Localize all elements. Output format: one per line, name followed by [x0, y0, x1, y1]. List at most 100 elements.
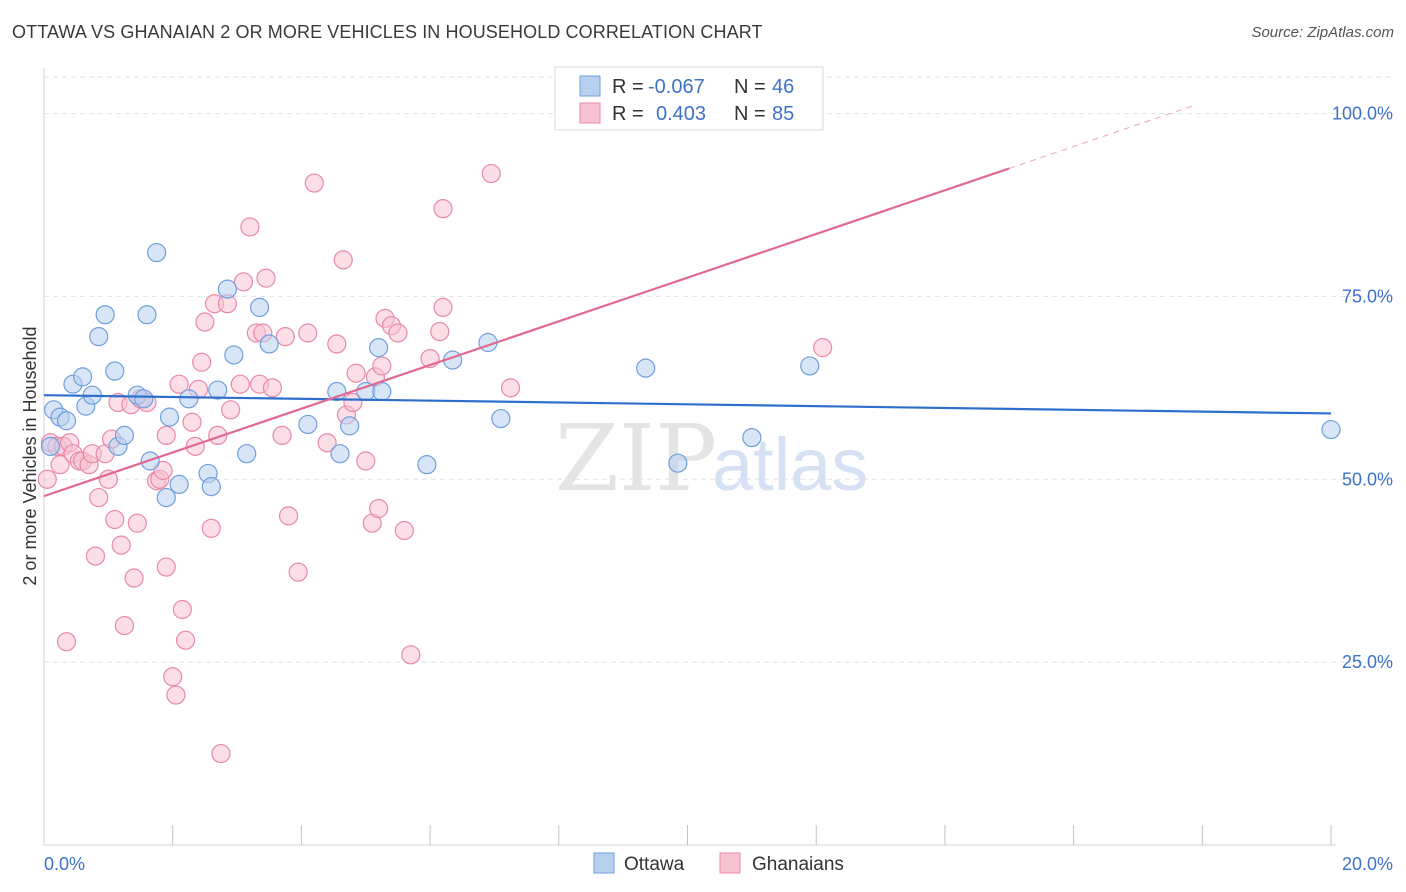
- bottom-legend-label-ghanaians: Ghanaians: [752, 854, 844, 875]
- point-ghanaians-28: [153, 460, 173, 481]
- legend-r-value-ghanaians: 0.403: [656, 103, 706, 125]
- point-ghanaians-56: [275, 327, 295, 347]
- point-ottawa-24: [208, 380, 228, 400]
- point-ghanaians-34: [172, 599, 192, 620]
- point-ghanaians-61: [317, 433, 337, 453]
- point-ghanaians-41: [201, 518, 221, 538]
- trend-line-ghanaians: [43, 167, 1010, 498]
- point-ghanaians-81: [481, 163, 501, 184]
- legend-swatch-ottawa: [579, 75, 601, 97]
- point-ghanaians-39: [192, 352, 212, 372]
- point-ghanaians-65: [343, 392, 363, 413]
- series-ottawa-points: [40, 242, 1341, 508]
- legend-n-value-ghanaians: 85: [772, 103, 794, 125]
- point-ottawa-0: [40, 436, 61, 456]
- point-ghanaians-43: [208, 425, 228, 445]
- legend-r-label-ottawa: R =: [612, 76, 644, 98]
- point-ottawa-10: [105, 361, 125, 381]
- point-ottawa-20: [169, 474, 189, 495]
- point-ottawa-26: [224, 345, 244, 365]
- point-ghanaians-70: [369, 498, 389, 519]
- point-ghanaians-55: [272, 425, 292, 445]
- legend-n-label-ottawa: N =: [734, 76, 766, 98]
- point-ghanaians-22: [124, 568, 144, 588]
- point-ottawa-30: [298, 414, 318, 435]
- point-ghanaians-20: [114, 615, 135, 636]
- x-tick-label-max: 20.0%: [1342, 854, 1393, 874]
- point-ottawa-27: [237, 444, 257, 464]
- point-ottawa-36: [372, 381, 392, 402]
- point-ghanaians-23: [127, 513, 147, 533]
- point-ghanaians-31: [163, 667, 183, 687]
- point-ghanaians-30: [156, 425, 176, 445]
- point-ghanaians-80: [433, 297, 453, 317]
- x-ticks: [172, 825, 1332, 845]
- point-ottawa-21: [179, 389, 199, 409]
- point-ghanaians-44: [211, 743, 231, 764]
- point-ghanaians-29: [156, 557, 176, 577]
- point-ottawa-14: [134, 389, 154, 409]
- trend-lines: [43, 104, 1332, 498]
- watermark: ZIP atlas: [555, 405, 868, 512]
- point-ghanaians-40: [195, 312, 215, 332]
- point-ghanaians-17: [105, 509, 125, 530]
- point-ottawa-43: [742, 427, 762, 448]
- trend-line-ottawa: [43, 394, 1332, 415]
- point-ghanaians-5: [56, 632, 77, 652]
- point-ghanaians-76: [401, 645, 421, 665]
- legend-r-label-ghanaians: R =: [612, 103, 644, 125]
- point-ottawa-18: [156, 487, 176, 508]
- legend-r-value-ottawa: -0.067: [648, 76, 705, 98]
- point-ottawa-33: [340, 416, 360, 436]
- point-ottawa-42: [668, 453, 688, 473]
- watermark-atlas: atlas: [712, 423, 868, 506]
- point-ottawa-15: [137, 305, 157, 325]
- point-ghanaians-13: [89, 487, 109, 508]
- point-ottawa-37: [417, 455, 437, 475]
- point-ottawa-29: [259, 334, 279, 354]
- gridlines: [44, 76, 1393, 663]
- point-ghanaians-74: [388, 323, 408, 343]
- point-ghanaians-67: [356, 451, 376, 471]
- point-ottawa-32: [330, 444, 350, 464]
- point-ghanaians-71: [372, 356, 392, 376]
- point-ghanaians-0: [37, 469, 57, 489]
- y-axis-title: 2 or more Vehicles in Household: [20, 326, 40, 585]
- stats-legend: R = -0.067 N = 46 R = 0.403 N = 85: [554, 66, 824, 131]
- x-tick-label-min: 0.0%: [44, 854, 85, 874]
- point-ghanaians-66: [346, 363, 366, 383]
- y-tick-label-2: 75.0%: [1342, 286, 1393, 306]
- point-ottawa-17: [147, 242, 167, 263]
- point-ottawa-19: [159, 407, 180, 427]
- point-ottawa-9: [95, 305, 115, 325]
- point-ottawa-41: [636, 358, 656, 378]
- point-ottawa-45: [1321, 419, 1341, 440]
- series-legend: Ottawa Ghanaians: [593, 852, 844, 875]
- point-ghanaians-3: [50, 455, 70, 475]
- point-ghanaians-33: [169, 374, 189, 394]
- point-ghanaians-79: [433, 199, 453, 219]
- point-ghanaians-60: [304, 173, 324, 193]
- bottom-legend-swatch-ghanaians: [719, 852, 741, 874]
- point-ghanaians-12: [85, 546, 106, 566]
- point-ottawa-44: [800, 356, 820, 376]
- chart-title: OTTAWA VS GHANAIAN 2 OR MORE VEHICLES IN…: [12, 22, 763, 42]
- point-ghanaians-63: [333, 250, 353, 270]
- point-ottawa-3: [56, 411, 77, 431]
- legend-swatch-ghanaians: [579, 102, 601, 124]
- y-tick-label-3: 100.0%: [1332, 104, 1393, 124]
- point-ghanaians-46: [221, 400, 241, 420]
- bottom-legend-label-ottawa: Ottawa: [624, 854, 685, 875]
- point-ottawa-40: [491, 408, 511, 429]
- point-ghanaians-35: [175, 630, 196, 650]
- point-ghanaians-36: [182, 412, 202, 432]
- watermark-zip: ZIP: [555, 405, 717, 512]
- point-ottawa-25: [217, 279, 237, 299]
- point-ghanaians-54: [262, 378, 283, 398]
- point-ghanaians-19: [111, 535, 131, 555]
- point-ghanaians-37: [185, 436, 205, 456]
- legend-n-value-ottawa: 46: [772, 76, 794, 98]
- y-tick-labels: 25.0% 50.0% 75.0% 100.0%: [1332, 104, 1393, 673]
- point-ghanaians-58: [288, 562, 308, 582]
